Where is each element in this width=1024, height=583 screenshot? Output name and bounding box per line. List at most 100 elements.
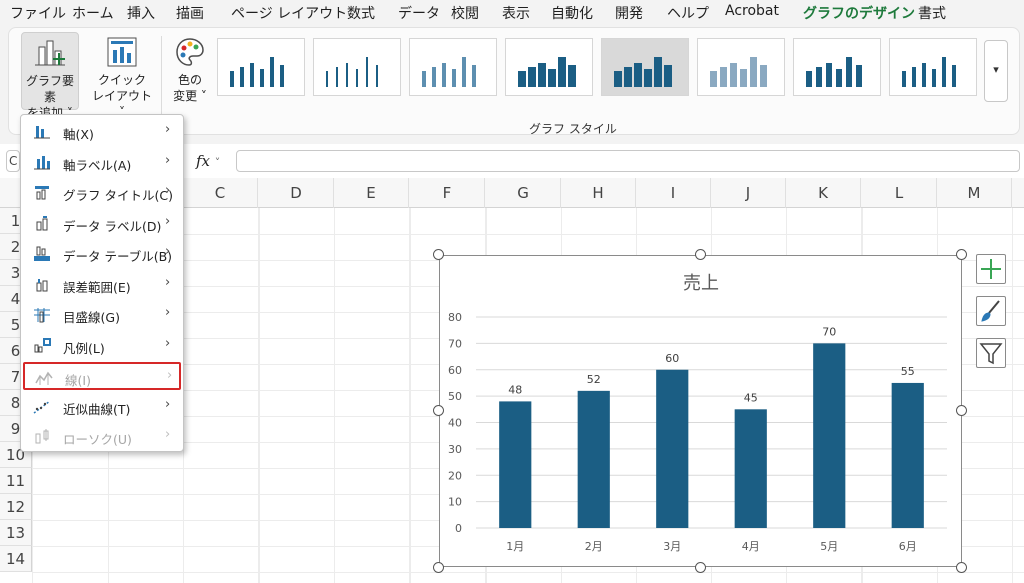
column-header[interactable]: E bbox=[334, 178, 409, 208]
menu-item-lines: 線(I) › bbox=[23, 362, 181, 390]
ribbon-tab[interactable]: データ bbox=[398, 6, 440, 22]
bar-chart: 売上 0 10 20 30 40 50 60 70 80 48 1月 52 2月 60 3月 45 4月 70 5月 5… bbox=[448, 273, 947, 553]
menu-item-legend[interactable]: 凡例(L) › bbox=[23, 332, 181, 360]
resize-handle[interactable] bbox=[433, 562, 444, 573]
menu-item-label: ローソク(U) bbox=[63, 432, 132, 447]
menu-item-error-bars[interactable]: 誤差範囲(E) › bbox=[23, 271, 181, 299]
change-colors-button[interactable]: 色の 変更 ˅ bbox=[167, 32, 213, 110]
menu-item-data-table[interactable]: データ テーブル(B) › bbox=[23, 240, 181, 268]
chart-styles-more-button[interactable]: ▾ bbox=[984, 40, 1008, 102]
quick-layout-button[interactable]: クイック レイアウト ˅ bbox=[89, 32, 155, 119]
column-header[interactable]: G bbox=[486, 178, 561, 208]
row-header[interactable]: 14 bbox=[0, 546, 32, 572]
column-header[interactable]: J bbox=[711, 178, 786, 208]
menu-item-trendline[interactable]: 近似曲線(T) › bbox=[23, 393, 181, 421]
row-header[interactable]: 13 bbox=[0, 520, 32, 546]
ribbon-tab[interactable]: 描画 bbox=[176, 6, 204, 22]
quick-layout-label-1: クイック bbox=[97, 73, 146, 87]
quick-layout-label-2: レイアウト ˅ bbox=[91, 89, 152, 119]
chevron-right-icon: › bbox=[165, 335, 171, 351]
trendline-icon bbox=[33, 399, 51, 414]
chart-style-thumb-1[interactable] bbox=[217, 38, 305, 96]
ribbon-tab[interactable]: ホーム bbox=[72, 6, 114, 22]
ribbon-separator bbox=[161, 36, 162, 126]
chart-style-thumb-8[interactable] bbox=[889, 38, 977, 96]
row-header[interactable]: 12 bbox=[0, 494, 32, 520]
thumb-mini-chart bbox=[324, 53, 392, 87]
y-tick-label: 20 bbox=[448, 469, 462, 482]
menu-item-label: データ ラベル(D) bbox=[63, 218, 162, 234]
chart-style-thumb-2[interactable] bbox=[313, 38, 401, 96]
ribbon-tab[interactable]: 校閲 bbox=[451, 6, 479, 22]
resize-handle[interactable] bbox=[433, 405, 444, 416]
ribbon-tab[interactable]: Acrobat bbox=[725, 3, 779, 19]
add-chart-element-icon bbox=[35, 40, 65, 66]
y-tick-label: 30 bbox=[448, 443, 462, 456]
menu-item-axes[interactable]: 軸(X) › bbox=[23, 118, 181, 146]
x-tick-label: 2月 bbox=[585, 540, 603, 553]
chart-area[interactable]: 売上 0 10 20 30 40 50 60 70 80 48 1月 52 2月 60 3月 45 4月 70 5月 5… bbox=[439, 255, 962, 567]
chart-styles-gallery bbox=[215, 38, 985, 106]
column-header[interactable]: C bbox=[183, 178, 258, 208]
ribbon-tab[interactable]: ページ レイアウト bbox=[231, 6, 348, 22]
menu-item-chart-title[interactable]: グラフ タイトル(C) › bbox=[23, 179, 181, 207]
ribbon-tab[interactable]: 数式 bbox=[347, 6, 375, 22]
thumb-mini-chart bbox=[708, 53, 776, 87]
column-header[interactable]: I bbox=[636, 178, 711, 208]
grid-line-horizontal bbox=[32, 572, 1024, 573]
column-header[interactable]: F bbox=[410, 178, 485, 208]
row-header[interactable]: 11 bbox=[0, 468, 32, 494]
resize-handle[interactable] bbox=[695, 249, 706, 260]
column-header[interactable]: D bbox=[259, 178, 334, 208]
add-chart-element-label-1: グラフ要素 bbox=[25, 74, 74, 104]
x-tick-label: 1月 bbox=[506, 540, 524, 553]
grid-line-vertical bbox=[334, 208, 335, 583]
menu-item-data-labels[interactable]: データ ラベル(D) › bbox=[23, 210, 181, 238]
chevron-right-icon: › bbox=[167, 368, 173, 383]
ribbon-tab[interactable]: 自動化 bbox=[551, 6, 593, 22]
y-tick-label: 10 bbox=[448, 496, 462, 509]
resize-handle[interactable] bbox=[433, 249, 444, 260]
insert-function-button[interactable]: fx ˅ bbox=[184, 150, 230, 172]
formula-input[interactable] bbox=[236, 150, 1020, 172]
ribbon-tab[interactable]: ファイル bbox=[10, 6, 66, 22]
more-glyph: ▾ bbox=[993, 63, 999, 76]
column-header[interactable]: H bbox=[561, 178, 636, 208]
menu-item-label: 近似曲線(T) bbox=[63, 401, 131, 417]
ribbon-tab[interactable]: 書式 bbox=[918, 6, 946, 22]
x-tick-label: 4月 bbox=[742, 540, 760, 553]
chart-style-thumb-4[interactable] bbox=[505, 38, 593, 96]
data-label: 55 bbox=[901, 365, 915, 378]
chart-styles-brush-button[interactable] bbox=[976, 296, 1006, 326]
chart-style-thumb-3[interactable] bbox=[409, 38, 497, 96]
plus-icon bbox=[981, 259, 1001, 279]
column-header[interactable]: K bbox=[786, 178, 861, 208]
chart-filters-button[interactable] bbox=[976, 338, 1006, 368]
ribbon-tab[interactable]: 表示 bbox=[502, 6, 530, 22]
add-chart-element-button[interactable]: グラフ要素 を追加 ˅ bbox=[21, 32, 79, 120]
menu-item-axis-titles[interactable]: 軸ラベル(A) › bbox=[23, 149, 181, 177]
chart-style-thumb-6[interactable] bbox=[697, 38, 785, 96]
chart-style-thumb-7[interactable] bbox=[793, 38, 881, 96]
data-labels-icon bbox=[36, 215, 48, 230]
resize-handle[interactable] bbox=[956, 249, 967, 260]
column-header[interactable]: M bbox=[937, 178, 1012, 208]
chart-style-thumb-5[interactable] bbox=[601, 38, 689, 96]
chevron-right-icon: › bbox=[165, 152, 171, 168]
menu-item-gridlines[interactable]: 目盛線(G) › bbox=[23, 301, 181, 329]
ribbon-tab[interactable]: 挿入 bbox=[127, 6, 155, 22]
bar bbox=[577, 390, 610, 528]
ribbon-tab[interactable]: ヘルプ bbox=[667, 6, 709, 22]
column-header[interactable]: L bbox=[862, 178, 937, 208]
thumb-mini-chart bbox=[804, 53, 872, 87]
grid-line-vertical bbox=[1012, 208, 1013, 583]
chart-elements-plus-button[interactable] bbox=[976, 254, 1006, 284]
ribbon-tab[interactable]: 開発 bbox=[615, 6, 643, 22]
resize-handle[interactable] bbox=[956, 562, 967, 573]
name-box[interactable]: C bbox=[6, 150, 20, 172]
resize-handle[interactable] bbox=[695, 562, 706, 573]
axes-icon bbox=[34, 126, 50, 139]
bar bbox=[656, 369, 689, 528]
resize-handle[interactable] bbox=[956, 405, 967, 416]
data-table-icon bbox=[34, 246, 50, 261]
